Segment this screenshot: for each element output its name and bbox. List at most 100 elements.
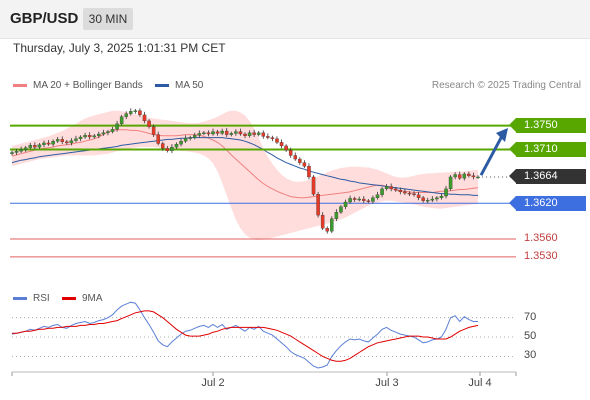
candle: [384, 184, 389, 191]
candle: [142, 111, 147, 124]
candle-body: [124, 113, 128, 117]
candle-body: [188, 137, 192, 139]
candle-body: [14, 151, 19, 153]
candle-body: [101, 132, 106, 135]
rsi-9ma-line: [12, 310, 479, 362]
candle: [165, 145, 170, 153]
candle: [179, 138, 183, 147]
candle: [439, 193, 444, 200]
candle: [147, 119, 151, 129]
candle: [92, 134, 96, 139]
level-label-pivot: 1.3530: [524, 249, 558, 262]
level-label-support: 1.3620: [509, 195, 586, 211]
candle: [14, 148, 19, 155]
candle-body: [19, 149, 23, 152]
legend-rsi: RSI: [13, 293, 50, 304]
candle-body: [261, 132, 266, 137]
timeframe-badge[interactable]: 30 MIN: [83, 8, 133, 30]
candle-body: [106, 131, 110, 133]
candle-body: [375, 194, 380, 198]
rsi-level-label: 70: [524, 310, 537, 323]
candle: [78, 135, 83, 142]
candle: [348, 195, 352, 204]
candle-body: [330, 218, 334, 232]
candle-body: [334, 211, 339, 219]
candle: [215, 129, 220, 136]
candle-body: [224, 130, 229, 135]
candle-body: [42, 142, 46, 145]
candle-body: [343, 201, 348, 207]
legend-rsi-label: RSI: [33, 293, 50, 304]
candle: [261, 130, 266, 139]
candle-body: [142, 114, 147, 122]
candle: [357, 196, 361, 202]
candle: [202, 131, 206, 136]
candle-body: [83, 135, 87, 138]
x-tick-label: Jul 2: [201, 377, 225, 389]
candle-body: [37, 144, 42, 148]
candle: [243, 132, 247, 139]
x-tick-label: Jul 3: [375, 377, 399, 389]
candle-body: [380, 188, 384, 195]
candle: [330, 216, 334, 234]
candle-body: [398, 189, 403, 193]
x-tick-label: Jul 4: [468, 377, 492, 389]
candle-body: [23, 147, 28, 150]
chart-header: GBP/USD 30 MIN: [0, 0, 590, 39]
candle-body: [179, 141, 183, 145]
candle-body: [243, 133, 247, 136]
candle-body: [87, 135, 92, 138]
candle: [302, 160, 307, 168]
candle: [51, 139, 55, 147]
level-label-last: 1.3664: [509, 169, 586, 185]
candle: [55, 136, 60, 143]
candle-body: [138, 110, 142, 116]
candle-body: [28, 145, 33, 148]
candle: [366, 199, 371, 204]
candle-body: [211, 131, 215, 135]
candle: [270, 135, 275, 142]
legend-9ma-label: 9MA: [82, 293, 103, 304]
candle: [119, 114, 124, 126]
candle-body: [174, 143, 179, 148]
candle: [87, 132, 92, 140]
candle: [467, 171, 471, 178]
candle: [224, 128, 229, 137]
candle: [380, 187, 384, 198]
rsi-level-label: 50: [524, 330, 537, 343]
candle-body: [348, 198, 352, 203]
candle-body: [183, 138, 188, 142]
candle-body: [288, 149, 293, 156]
candle: [352, 196, 357, 202]
timestamp: Thursday, July 3, 2025 1:01:31 PM CET: [13, 41, 226, 55]
candle: [188, 135, 192, 141]
candle-body: [425, 200, 430, 202]
candle-body: [229, 133, 234, 135]
candle-body: [439, 195, 444, 198]
legend-ma50-label: MA 50: [175, 80, 204, 91]
candle-body: [156, 134, 160, 144]
candle-body: [476, 176, 480, 179]
candle-body: [247, 132, 252, 136]
candle: [46, 139, 51, 146]
candle: [293, 152, 298, 161]
bollinger-band: [12, 110, 478, 241]
candle: [170, 144, 174, 154]
candle: [110, 126, 115, 134]
candle-body: [97, 133, 101, 136]
candle-body: [467, 173, 471, 176]
candle: [10, 150, 14, 156]
candle: [97, 131, 101, 139]
candle-body: [371, 197, 375, 202]
candle: [69, 138, 74, 146]
candle-body: [60, 139, 65, 142]
candle-body: [33, 145, 37, 148]
candle: [284, 144, 288, 152]
candle: [151, 124, 156, 137]
candle-body: [252, 132, 256, 135]
symbol-title: GBP/USD: [10, 10, 79, 27]
candle-body: [151, 126, 156, 135]
candle-body: [206, 132, 211, 135]
candle: [183, 135, 188, 143]
